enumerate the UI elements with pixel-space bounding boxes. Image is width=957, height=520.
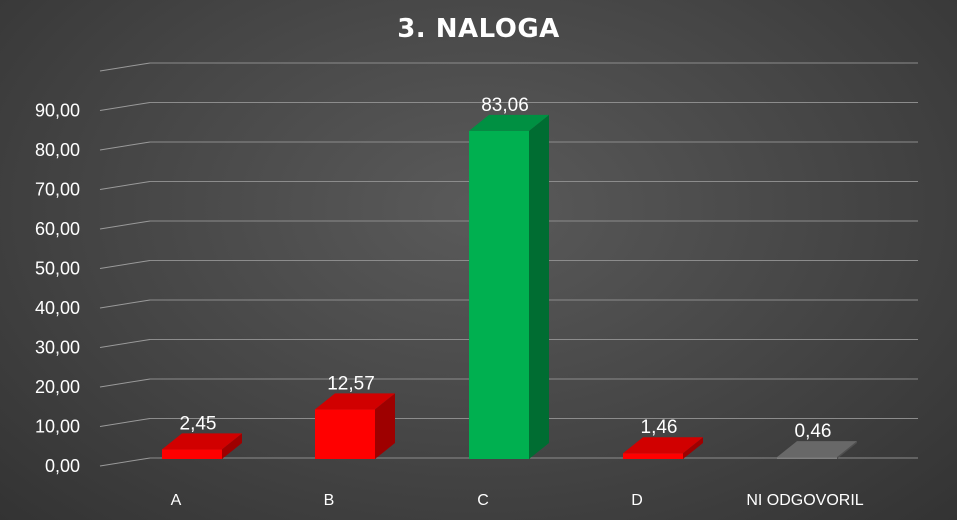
bar-front xyxy=(623,453,683,459)
bar-top xyxy=(162,433,242,450)
bar-front xyxy=(162,449,222,459)
x-axis-ticks: A B C D NI ODGOVORIL xyxy=(171,492,864,509)
y-tick-label: 60,00 xyxy=(35,219,80,239)
gridline-diagonal xyxy=(99,181,151,190)
y-tick-label: 50,00 xyxy=(35,259,80,279)
data-label: 0,46 xyxy=(795,421,832,442)
y-tick-label: 80,00 xyxy=(35,140,80,160)
gridline-diagonal xyxy=(99,299,151,309)
bar-top xyxy=(315,393,395,410)
y-tick-label: 0,00 xyxy=(45,456,80,476)
bar-d xyxy=(623,437,703,459)
y-tick-label: 70,00 xyxy=(35,180,80,200)
x-tick-label: A xyxy=(171,492,182,509)
y-axis-ticks: 0,00 10,00 20,00 30,00 40,00 50,00 60,00 70,00 8… xyxy=(35,101,80,477)
data-label: 1,46 xyxy=(641,417,678,438)
data-label: 2,45 xyxy=(180,413,217,434)
x-tick-label: B xyxy=(324,492,335,509)
gridline-diagonal xyxy=(99,339,151,348)
y-tick-label: 40,00 xyxy=(35,298,80,318)
gridline-diagonal xyxy=(99,418,151,427)
bar-side xyxy=(529,114,549,460)
bar-b xyxy=(315,393,395,459)
y-tick-label: 90,00 xyxy=(35,101,80,121)
bar-side xyxy=(222,433,242,459)
gridline-diagonal xyxy=(99,457,151,467)
data-label: 83,06 xyxy=(481,95,529,116)
bar-ni-odgovoril xyxy=(777,441,857,459)
bar-side xyxy=(837,441,857,459)
gridline-diagonal xyxy=(99,102,151,111)
x-tick-label: C xyxy=(477,492,489,509)
chart-title: 3. NALOGA xyxy=(397,14,560,44)
gridline-diagonal xyxy=(99,141,151,151)
y-tick-label: 20,00 xyxy=(35,377,80,397)
bar-side xyxy=(683,437,703,459)
gridline-diagonal xyxy=(99,260,151,269)
bar-top xyxy=(469,114,549,131)
bar-c xyxy=(469,114,549,460)
gridline-diagonal xyxy=(99,220,151,230)
bar-front xyxy=(315,409,375,459)
gridline-diagonal xyxy=(99,62,151,72)
data-label: 12,57 xyxy=(327,373,375,394)
data-labels: 2,45 12,57 83,06 1,46 0,46 xyxy=(180,95,832,442)
bars xyxy=(162,114,857,460)
y-tick-label: 10,00 xyxy=(35,417,80,437)
bar-top xyxy=(777,441,857,458)
bar-front xyxy=(777,457,837,459)
bar-a xyxy=(162,433,242,459)
y-tick-label: 30,00 xyxy=(35,338,80,358)
x-tick-label: D xyxy=(631,492,643,509)
bar-front xyxy=(469,130,529,459)
bar-side xyxy=(375,393,395,459)
gridline-diagonal xyxy=(99,378,151,388)
bar-top xyxy=(623,437,703,454)
x-tick-label: NI ODGOVORIL xyxy=(746,492,863,509)
